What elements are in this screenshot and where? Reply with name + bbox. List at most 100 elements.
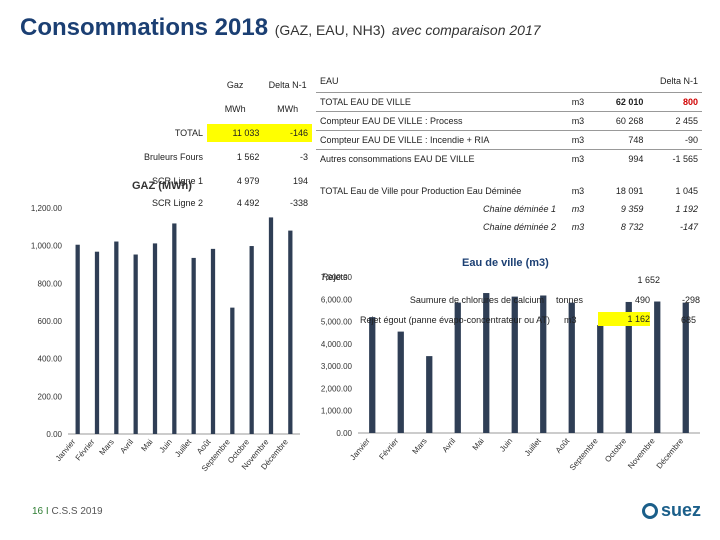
y-tick-label: 7,000.00 [321,273,353,282]
title-sub: (GAZ, EAU, NH3) [274,22,386,38]
y-tick-label: 600.00 [38,317,63,326]
footer: 16 I C.S.S 2019 [32,506,103,517]
gaz-row-label: SCR Ligne 1 [152,176,204,186]
eau-row-delta: 1 045 [675,185,698,196]
delta-unit: MWh [277,104,299,114]
eau-row-label: Chaine déminée 2 [482,221,557,232]
bar-mai [483,293,490,433]
gaz-row-value: 4 979 [236,176,260,186]
bar-mars [426,356,433,433]
y-tick-label: 0.00 [336,429,352,438]
y-tick-label: 1,200.00 [31,204,63,213]
rejets-row-value: 490 [634,295,650,305]
eau-header-right: Delta N-1 [659,75,698,86]
bar-juin [511,296,518,433]
bar-août [568,302,575,433]
eau-chart: 7,000.00 6,000.00 5,000.00 4,000.00 3,000.00… [321,273,700,472]
x-tick-label: Août [554,436,572,455]
y-tick-label: 3,000.00 [321,362,353,371]
eau-row-unit: m3 [571,221,585,232]
gaz-row: SCR Ligne 2 4 492 -338 [140,194,312,212]
bar-novembre [268,217,274,434]
suez-logo-icon [642,503,658,520]
rejets-row-unit: m3 [564,315,577,325]
gaz-row: TOTAL 11 033 -146 [140,124,312,142]
x-tick-label: Décembre [655,436,686,470]
eau-row: Autres consommations EAU DE VILLE m3 994… [316,148,702,168]
rejets-row-value: 1 162 [598,312,650,326]
rejets-label: Rejets [322,272,348,282]
eau-row-unit: m3 [560,129,596,149]
eau-table: EAU Delta N-1 TOTAL EAU DE VILLE m3 62 0… [316,70,702,236]
gaz-row-value: 4 492 [236,198,260,208]
x-tick-label: Avril [440,436,457,454]
eau-row-label: TOTAL EAU DE VILLE [316,91,561,111]
x-tick-label: Mai [471,436,486,452]
eau-row: TOTAL Eau de Ville pour Production Eau D… [316,182,702,200]
x-tick-label: Février [377,436,400,461]
bar-janvier [75,244,80,434]
bar-septembre [597,325,604,433]
title-tail: avec comparaison 2017 [391,22,541,38]
gaz-row: Bruleurs Fours 1 562 -3 [140,148,312,166]
gaz-row-delta: -146 [263,124,312,142]
eau-row-delta: -90 [647,129,702,149]
gaz-table: Gaz Delta N-1 MWh MWh TOTAL 11 033 -146 … [140,70,312,212]
eau-row: Chaine déminée 2 m3 8 732 -147 [316,218,702,236]
gaz-row-label: Bruleurs Fours [144,152,204,162]
gaz-unit: MWh [224,104,246,114]
gaz-row-value: 1 562 [236,152,260,162]
y-tick-label: 0.00 [46,430,62,439]
eau-row-value: 748 [595,129,648,149]
eau-row-delta: 800 [647,91,702,111]
x-tick-label: Juillet [173,437,194,459]
gaz-row: SCR Ligne 1 4 979 194 [140,172,312,190]
x-tick-label: Août [195,437,213,456]
y-tick-label: 2,000.00 [321,384,353,393]
suez-logo: suez [642,500,701,521]
eau-row-delta: 2 455 [647,110,702,130]
eau-row-value: 8 732 [620,221,644,232]
y-tick-label: 6,000.00 [321,295,353,304]
bar-septembre [230,307,235,434]
y-tick-label: 1,000.00 [321,407,353,416]
bar-mai [152,243,158,434]
eau-row-delta: 1 192 [675,203,698,214]
eau-row-value: 62 010 [595,91,648,111]
x-tick-label: Juin [158,438,174,455]
eau-row: TOTAL EAU DE VILLE m3 62 010 800 [316,91,702,111]
x-tick-label: Janvier [54,437,78,463]
x-tick-label: Juin [498,437,514,454]
x-tick-label: Mai [139,437,154,453]
eau-row-unit: m3 [560,148,596,168]
eau-row: Compteur EAU DE VILLE : Process m3 60 26… [316,110,702,130]
x-tick-label: Octobre [603,436,629,464]
rejets-row-unit: tonnes [556,295,584,305]
bar-juin [172,223,177,434]
eau-row-value: 9 359 [620,203,644,214]
bar-octobre [249,246,254,434]
rejets-row-delta: 685 [680,315,696,325]
eau-row-value: 994 [595,148,648,168]
bar-janvier [369,317,376,433]
eau-row: Compteur EAU DE VILLE : Incendie + RIA m… [316,129,702,149]
page-number: 16 I [32,506,49,517]
rejets-value: 1 652 [637,275,660,285]
eau-row-delta: -1 565 [647,148,702,168]
footer-text: C.S.S 2019 [51,506,103,517]
x-tick-label: Juillet [523,436,544,458]
y-tick-label: 5,000.00 [321,318,353,327]
rejets-row-label: Saumure de chlorures de calcium [409,295,544,305]
suez-logo-text: suez [661,500,702,520]
x-tick-label: Février [74,437,97,462]
y-tick-label: 400.00 [38,355,63,364]
bar-février [94,251,100,434]
gaz-row-value: 11 033 [207,124,264,142]
eau-row-label: Chaine déminée 1 [482,203,557,214]
eau-row-delta: -147 [679,221,698,232]
y-tick-label: 800.00 [38,279,63,288]
rejets-row-label: Rejet égout (panne évapo-concentrateur o… [360,315,550,325]
gaz-chart: 1,200.00 1,000.00 800.00 600.00 400.00 200.00… [31,204,300,473]
page-title: Consommations 2018 (GAZ, EAU, NH3) avec … [20,14,541,42]
eau-row: Chaine déminée 1 m3 9 359 1 192 [316,200,702,218]
